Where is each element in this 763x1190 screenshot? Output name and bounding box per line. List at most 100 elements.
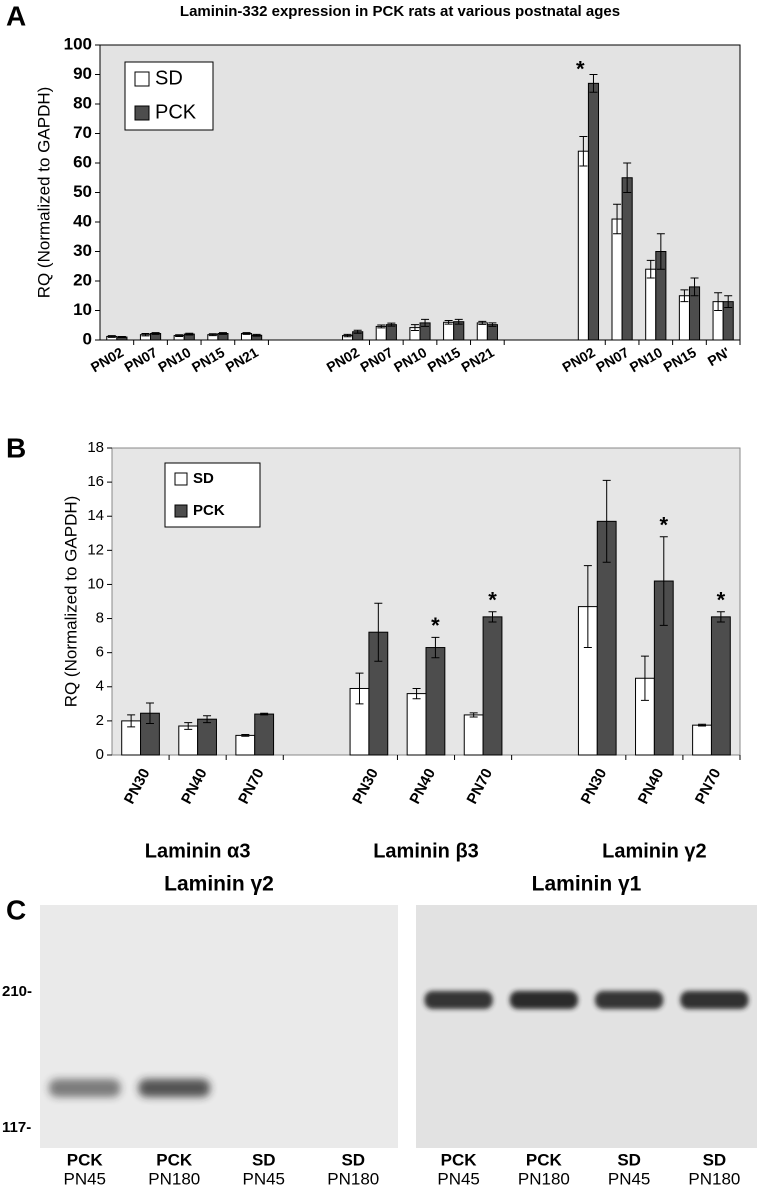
lane-age: PN45 bbox=[437, 1169, 480, 1188]
error-bar bbox=[141, 333, 150, 337]
error-bar bbox=[252, 333, 261, 337]
bar bbox=[611, 218, 623, 341]
panel-label: A bbox=[6, 0, 26, 31]
error-bar bbox=[218, 332, 227, 335]
y-axis-label: RQ (Normalized to GAPDH) bbox=[61, 496, 80, 708]
y-tick-label: 8 bbox=[96, 610, 104, 627]
error-bar bbox=[117, 335, 126, 339]
error-bar bbox=[646, 259, 655, 279]
error-bar bbox=[241, 734, 250, 737]
bar bbox=[587, 82, 600, 341]
lane-name: SD bbox=[341, 1150, 365, 1169]
x-tick-label: PN21 bbox=[223, 344, 262, 375]
error-bar bbox=[659, 536, 668, 626]
x-tick-label: PN07 bbox=[593, 344, 632, 375]
y-tick-label: 0 bbox=[96, 746, 104, 763]
error-bar bbox=[656, 233, 665, 270]
bar bbox=[476, 322, 488, 341]
x-tick-label: PN10 bbox=[155, 344, 194, 375]
error-bar bbox=[640, 655, 649, 701]
blot-image bbox=[416, 905, 757, 1148]
error-bar bbox=[208, 333, 217, 337]
error-bar bbox=[579, 135, 588, 167]
blot-title: Laminin γ2 bbox=[164, 873, 274, 896]
x-tick-label: PN15 bbox=[189, 344, 228, 375]
y-tick-label: 100 bbox=[64, 34, 92, 53]
blot-title: Laminin γ1 bbox=[532, 873, 642, 896]
error-bar bbox=[488, 611, 497, 623]
lane-name: SD bbox=[703, 1150, 727, 1169]
x-tick-label: PN10 bbox=[627, 344, 666, 375]
x-tick-label: PN21 bbox=[458, 344, 497, 375]
error-bar bbox=[412, 687, 421, 700]
bar bbox=[443, 321, 455, 341]
blot-band bbox=[595, 991, 664, 1009]
x-tick-label: PN30 bbox=[349, 766, 382, 807]
error-bar bbox=[714, 292, 723, 311]
y-tick-label: 0 bbox=[83, 329, 92, 348]
error-bar bbox=[431, 636, 440, 659]
x-tick-label: PN30 bbox=[121, 766, 154, 807]
size-marker: 117- bbox=[2, 1119, 31, 1136]
bar bbox=[621, 177, 633, 341]
x-tick-label: PN02 bbox=[559, 344, 598, 375]
chart-title: Laminin-332 expression in PCK rats at va… bbox=[180, 3, 620, 20]
legend-swatch bbox=[174, 504, 188, 518]
y-tick-label: 20 bbox=[73, 270, 92, 289]
error-bar bbox=[613, 203, 622, 235]
x-tick-label: PN70 bbox=[463, 766, 496, 807]
error-bar bbox=[127, 714, 136, 728]
y-tick-label: 14 bbox=[87, 507, 104, 524]
bar bbox=[577, 150, 589, 341]
x-tick-label: PN02 bbox=[88, 344, 127, 375]
x-tick-label: PN40 bbox=[178, 766, 211, 807]
y-tick-label: 12 bbox=[87, 541, 104, 558]
bar bbox=[486, 324, 498, 341]
error-bar bbox=[353, 329, 362, 334]
annotation: * bbox=[431, 613, 440, 638]
error-bar bbox=[488, 322, 497, 327]
y-tick-label: 10 bbox=[87, 575, 104, 592]
lane-age: PN180 bbox=[148, 1169, 200, 1188]
error-bar bbox=[623, 162, 632, 193]
x-tick-label: PN10 bbox=[391, 344, 430, 375]
annotation: * bbox=[576, 56, 585, 81]
lane-name: PCK bbox=[526, 1150, 563, 1169]
y-tick-label: 50 bbox=[73, 182, 92, 201]
y-tick-label: 2 bbox=[96, 712, 104, 729]
error-bar bbox=[242, 332, 251, 335]
y-tick-label: 6 bbox=[96, 644, 104, 661]
annotation: * bbox=[488, 588, 497, 613]
blot-band bbox=[680, 991, 749, 1009]
error-bar bbox=[151, 332, 160, 335]
panel-label: C bbox=[6, 894, 26, 925]
y-axis-label: RQ (Normalized to GAPDH) bbox=[34, 87, 53, 299]
y-tick-label: 90 bbox=[73, 64, 92, 83]
legend-label: PCK bbox=[155, 101, 197, 123]
bar bbox=[463, 714, 484, 756]
error-bar bbox=[175, 334, 184, 337]
legend-swatch bbox=[134, 71, 150, 87]
blot-image bbox=[40, 905, 398, 1148]
error-bar bbox=[698, 723, 707, 727]
x-tick-label: PN07 bbox=[357, 344, 396, 375]
error-bar bbox=[690, 277, 699, 297]
error-bar bbox=[343, 333, 352, 338]
x-tick-label: PN70 bbox=[692, 766, 725, 807]
error-bar bbox=[107, 335, 116, 338]
bar bbox=[197, 718, 217, 756]
error-bar bbox=[387, 322, 396, 327]
y-tick-label: 18 bbox=[87, 439, 104, 456]
error-bar bbox=[145, 702, 154, 724]
bar bbox=[178, 725, 199, 756]
blot-band bbox=[48, 1079, 121, 1097]
lane-age: PN180 bbox=[688, 1169, 740, 1188]
error-bar bbox=[454, 318, 463, 325]
bar bbox=[710, 616, 731, 756]
lane-age: PN45 bbox=[63, 1169, 106, 1188]
error-bar bbox=[716, 611, 725, 623]
error-bar bbox=[589, 74, 598, 93]
y-tick-label: 80 bbox=[73, 93, 92, 112]
x-tick-label: PN30 bbox=[578, 766, 611, 807]
